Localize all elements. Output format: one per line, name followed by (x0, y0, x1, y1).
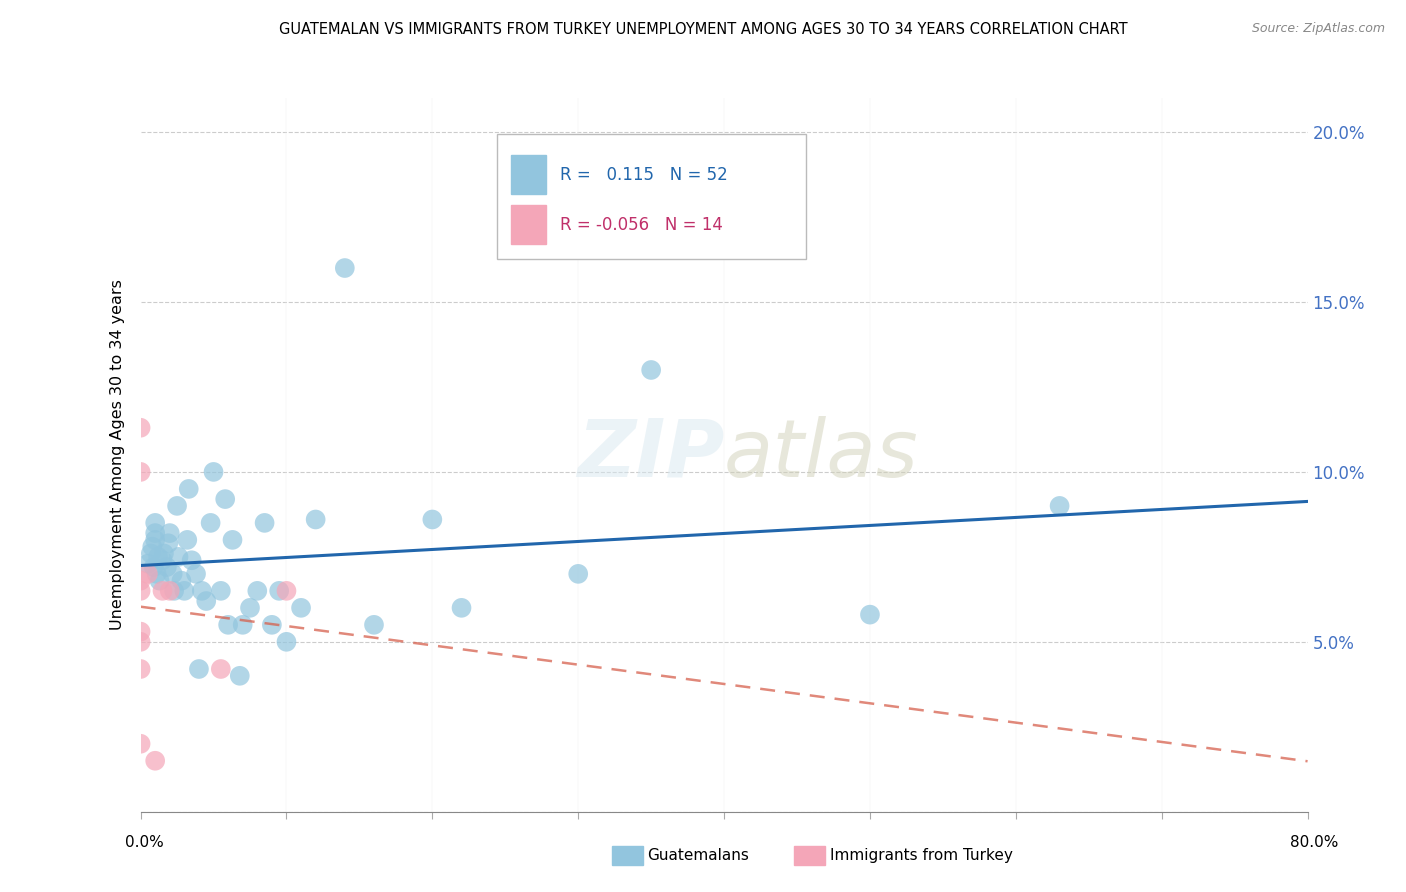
Point (129, 465, 152, 479)
Point (129, 635, 152, 649)
Point (143, 533, 166, 547)
Point (152, 583, 174, 598)
Point (142, 560, 165, 574)
Point (260, 617, 283, 632)
Point (229, 669, 252, 683)
Point (129, 662, 152, 676)
Point (173, 583, 195, 598)
Point (139, 546, 162, 560)
Text: R =   0.115   N = 52: R = 0.115 N = 52 (560, 166, 727, 184)
Y-axis label: Unemployment Among Ages 30 to 34 years: Unemployment Among Ages 30 to 34 years (110, 279, 125, 631)
Point (129, 583, 152, 598)
Text: atlas: atlas (724, 416, 920, 494)
Point (170, 574, 193, 588)
Point (276, 583, 298, 598)
Point (146, 549, 169, 564)
Point (209, 662, 232, 676)
Point (129, 421, 152, 435)
Point (153, 546, 176, 560)
Text: Immigrants from Turkey: Immigrants from Turkey (830, 848, 1012, 863)
Point (232, 617, 254, 632)
Point (159, 583, 181, 598)
Point (209, 583, 232, 598)
Point (363, 617, 385, 632)
Text: ZIP: ZIP (576, 416, 724, 494)
Point (221, 533, 243, 547)
Text: Source: ZipAtlas.com: Source: ZipAtlas.com (1251, 22, 1385, 36)
Point (129, 574, 152, 588)
Point (143, 516, 166, 530)
Point (450, 600, 472, 615)
Point (136, 566, 159, 581)
Point (143, 754, 166, 768)
Point (152, 553, 174, 567)
Point (422, 512, 444, 526)
Point (176, 533, 198, 547)
Point (148, 574, 170, 588)
Point (157, 536, 180, 550)
Point (333, 260, 356, 275)
Point (640, 363, 662, 377)
Point (156, 560, 179, 574)
Point (166, 499, 188, 513)
Point (253, 516, 276, 530)
Point (290, 600, 312, 615)
Point (195, 594, 218, 608)
Point (859, 607, 882, 622)
Point (191, 583, 214, 598)
Point (276, 635, 298, 649)
Text: R = -0.056   N = 14: R = -0.056 N = 14 (560, 216, 723, 234)
Point (217, 617, 239, 632)
Point (129, 624, 152, 639)
Point (567, 566, 589, 581)
Text: GUATEMALAN VS IMMIGRANTS FROM TURKEY UNEMPLOYMENT AMONG AGES 30 TO 34 YEARS CORR: GUATEMALAN VS IMMIGRANTS FROM TURKEY UNE… (278, 22, 1128, 37)
Bar (510, 155, 546, 194)
Point (184, 566, 207, 581)
Bar (510, 205, 546, 244)
Point (162, 566, 184, 581)
Point (180, 553, 202, 567)
Point (143, 526, 166, 541)
Point (200, 516, 222, 530)
Point (1049, 499, 1071, 513)
FancyBboxPatch shape (496, 134, 806, 259)
Point (141, 540, 163, 554)
Point (269, 583, 291, 598)
Point (129, 737, 152, 751)
Point (214, 492, 236, 507)
Point (246, 583, 269, 598)
Point (188, 662, 211, 676)
Point (202, 465, 225, 479)
Point (239, 600, 262, 615)
Point (305, 512, 328, 526)
Point (177, 482, 200, 496)
Point (136, 557, 159, 571)
Point (163, 583, 186, 598)
Point (167, 549, 190, 564)
Text: 80.0%: 80.0% (1291, 836, 1339, 850)
Point (159, 526, 181, 541)
Text: Guatemalans: Guatemalans (647, 848, 748, 863)
Text: 0.0%: 0.0% (125, 836, 165, 850)
Point (145, 566, 167, 581)
